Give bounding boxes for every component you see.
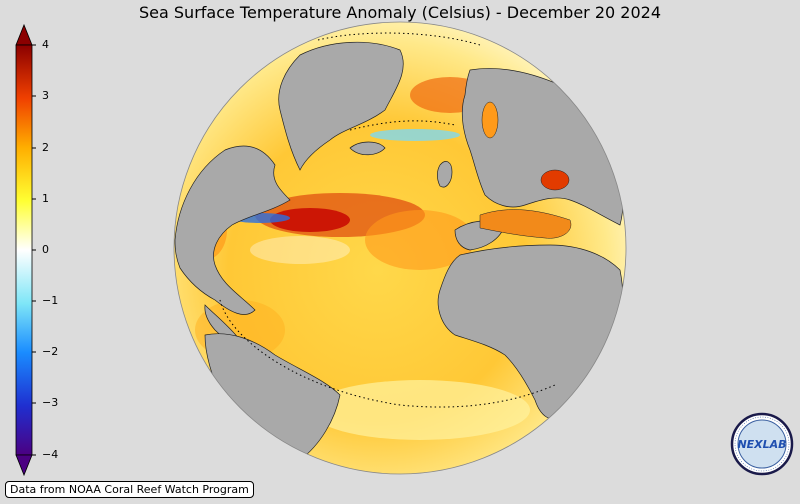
latitude-line: [349, 120, 456, 131]
colorbar: 4 3 2 1 0 −1 −2 −3 −4: [0, 0, 80, 500]
black-sea: [540, 169, 570, 191]
cold-patch: [370, 129, 460, 141]
mediterranean-sea: [479, 209, 572, 239]
cool-patch: [310, 380, 530, 440]
neutral-patch: [250, 236, 350, 264]
land-iceland: [349, 141, 386, 156]
globe-outline: [173, 21, 627, 475]
equator-line: [219, 299, 556, 408]
logo-text: NEXLAB: [737, 438, 786, 451]
land-greenland: [278, 41, 404, 171]
arctic-circle: [317, 32, 481, 46]
map-title: Sea Surface Temperature Anomaly (Celsius…: [139, 3, 661, 22]
colorbar-tick-label: 3: [42, 89, 49, 102]
land-britain: [437, 161, 453, 188]
warm-patch: [365, 210, 475, 270]
land-north-america: [174, 145, 291, 315]
colorbar-tick-label: −1: [42, 294, 59, 307]
colorbar-tick-label: −4: [42, 448, 59, 461]
baltic-sea: [481, 101, 499, 139]
colorbar-graphic: [15, 23, 36, 477]
colorbar-tick-label: −2: [42, 345, 59, 358]
colorbar-min-arrow: [15, 454, 33, 477]
data-source-credit: Data from NOAA Coral Reef Watch Program: [5, 481, 254, 498]
hot-patch: [270, 208, 350, 232]
colorbar-tick-label: 2: [42, 141, 49, 154]
colorbar-tick-label: 1: [42, 192, 49, 205]
colorbar-tick-label: 0: [42, 243, 49, 256]
colorbar-tick-label: 4: [42, 38, 49, 51]
colorbar-tick-label: −3: [42, 396, 59, 409]
nexlab-logo: NEXLAB: [730, 412, 794, 476]
